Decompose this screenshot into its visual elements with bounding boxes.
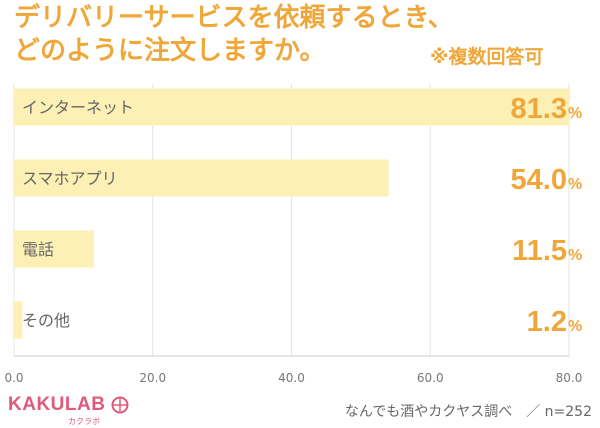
x-tick-label: 20.0 — [139, 371, 166, 385]
unit-label: % — [568, 105, 582, 122]
chart-title-line-1: デリバリーサービスを依頼するとき、 — [14, 3, 454, 33]
x-tick-label: 80.0 — [556, 371, 583, 385]
chart-title-line-2: どのように注文しますか。 — [14, 36, 326, 66]
unit-label: % — [568, 176, 582, 193]
unit-label: % — [568, 318, 582, 335]
bar — [14, 159, 389, 197]
bar — [14, 301, 23, 339]
category-label: インターネット — [22, 98, 134, 117]
logo-mark-icon — [111, 396, 129, 414]
x-tick-label: 40.0 — [278, 371, 305, 385]
source-note: なんでも酒やカクヤス調べ ／ n=252 — [344, 404, 592, 420]
value-label: 54.0 — [511, 164, 567, 196]
category-label: その他 — [22, 311, 70, 330]
logo-text: KAKULAB — [8, 394, 106, 415]
unit-label: % — [568, 247, 582, 264]
category-label: スマホアプリ — [22, 169, 118, 188]
value-label: 81.3 — [511, 93, 567, 125]
kakulabo-logo: KAKULAB カクラボ — [8, 394, 138, 428]
logo-subtext: カクラボ — [68, 417, 100, 426]
value-label: 1.2 — [527, 306, 567, 338]
bar-chart: インターネット 81.3 % スマホアプリ 54.0 % 電話 11.5 % その他 1.2% 0.… — [4, 84, 583, 385]
x-tick-label: 0.0 — [4, 371, 23, 385]
bar — [14, 230, 94, 268]
value-label: 11.5 — [512, 235, 567, 267]
category-label: 電話 — [22, 240, 54, 259]
multiple-answer-note: ※複数回答可 — [430, 46, 544, 68]
x-tick-label: 60.0 — [417, 371, 444, 385]
bar — [14, 88, 569, 126]
